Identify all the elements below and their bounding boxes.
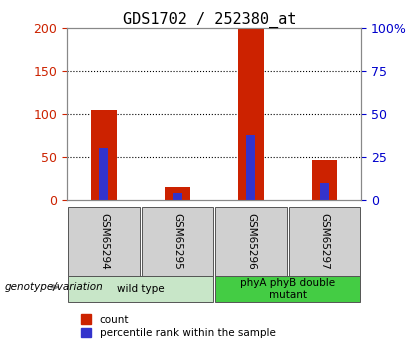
Bar xyxy=(91,110,117,200)
Text: GSM65296: GSM65296 xyxy=(246,213,256,270)
Text: GSM65297: GSM65297 xyxy=(320,213,329,270)
Bar xyxy=(165,187,190,200)
Text: phyA phyB double
mutant: phyA phyB double mutant xyxy=(240,278,335,300)
Bar xyxy=(238,29,264,200)
Bar xyxy=(100,148,108,200)
Bar xyxy=(312,159,337,200)
Bar xyxy=(320,183,329,200)
Text: genotype/variation: genotype/variation xyxy=(4,282,103,292)
Bar xyxy=(247,135,255,200)
Text: wild type: wild type xyxy=(117,284,165,294)
Bar xyxy=(173,193,182,200)
Text: GSM65295: GSM65295 xyxy=(173,213,182,270)
Legend: count, percentile rank within the sample: count, percentile rank within the sample xyxy=(81,315,276,338)
Text: GSM65294: GSM65294 xyxy=(99,213,109,270)
Text: GDS1702 / 252380_at: GDS1702 / 252380_at xyxy=(123,12,297,28)
